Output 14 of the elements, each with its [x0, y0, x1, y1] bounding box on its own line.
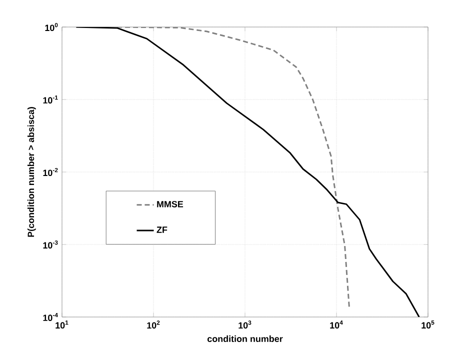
x-axis-title: condition number	[207, 335, 283, 342]
y-tick-label: 10$^{-1}$	[43, 96, 58, 104]
y-tick-label: 10$^{-3}$	[43, 240, 58, 249]
x-tick-label: 10$^{2}$	[147, 320, 160, 329]
y-tick-label: 10$^{-2}$	[43, 168, 58, 176]
y-tick-label: 10$^{-4}$	[43, 313, 58, 322]
x-tick-label: 10$^{1}$	[56, 320, 68, 329]
y-tick-label: 10$^{0}$	[45, 22, 58, 32]
x-tick-label: 10$^{3}$	[238, 320, 252, 329]
x-tick-label: 10$^{4}$	[330, 320, 343, 329]
legend-label: MMSE	[157, 200, 184, 208]
y-axis-title: P(condition number > absisca)	[27, 107, 36, 237]
legend-label: ZF	[156, 226, 168, 233]
x-tick-label: 10$^{5}$	[422, 320, 434, 329]
